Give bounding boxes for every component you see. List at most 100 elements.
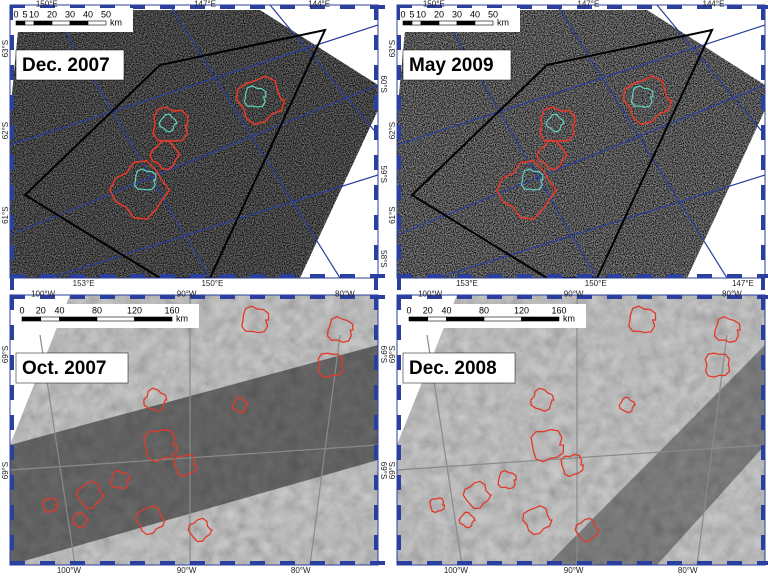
frame-seg bbox=[667, 561, 682, 565]
frame-seg bbox=[374, 35, 378, 50]
date-box bbox=[402, 49, 512, 81]
frame-seg bbox=[10, 415, 14, 430]
frame-seg bbox=[761, 125, 765, 140]
graticule bbox=[656, 5, 765, 136]
frame-seg bbox=[761, 155, 765, 170]
frame-seg bbox=[190, 5, 205, 9]
map-panel: 100°W 90°W 80°W 100°W 90°W 80°W 69°S 69°S 69°S 69… bbox=[1, 290, 388, 576]
date-label: Dec. 2008 bbox=[409, 358, 497, 379]
frame-seg bbox=[577, 274, 592, 278]
frame-seg bbox=[607, 295, 622, 299]
scale-label: 40 bbox=[470, 9, 480, 19]
frame-seg bbox=[100, 561, 115, 565]
imagery bbox=[10, 295, 378, 565]
frame-seg bbox=[40, 561, 55, 565]
frame-seg bbox=[374, 415, 378, 430]
scale-label: 20 bbox=[423, 305, 433, 315]
frame-seg bbox=[547, 295, 562, 299]
left-coordinate-label: 69°S bbox=[388, 346, 397, 363]
scale-label: 10 bbox=[29, 9, 39, 19]
frame-seg bbox=[10, 475, 14, 490]
frame-seg bbox=[374, 185, 378, 200]
frame-seg bbox=[517, 295, 532, 299]
scale-label: 30 bbox=[65, 9, 75, 19]
frame-seg bbox=[10, 355, 14, 370]
frame-seg bbox=[577, 295, 592, 299]
frame-seg bbox=[374, 355, 378, 370]
frame-seg bbox=[397, 95, 401, 110]
scale-seg bbox=[51, 20, 71, 26]
outline bbox=[243, 85, 267, 108]
frame-seg bbox=[374, 95, 378, 110]
frame-seg bbox=[457, 5, 472, 9]
scale-seg bbox=[87, 20, 107, 26]
frame-seg bbox=[160, 274, 175, 278]
frame-seg bbox=[374, 445, 378, 460]
frame-seg bbox=[607, 5, 622, 9]
scale-label: 50 bbox=[101, 9, 111, 19]
frame-seg bbox=[397, 125, 401, 140]
frame-seg bbox=[190, 561, 205, 565]
map-panel: 150°E 147°E 144°E 153°E 150°E 147°E 63°S 62°S 61… bbox=[388, 0, 768, 290]
frame-seg bbox=[280, 295, 295, 299]
frame-seg bbox=[374, 535, 378, 550]
scale-seg bbox=[483, 316, 522, 322]
graticule bbox=[10, 84, 378, 236]
frame-seg bbox=[10, 325, 14, 340]
frame-seg bbox=[727, 561, 742, 565]
frame-seg bbox=[397, 155, 401, 170]
frame-seg bbox=[397, 275, 401, 290]
scale-unit: km bbox=[497, 17, 509, 27]
frame-seg bbox=[10, 295, 25, 299]
scale-seg bbox=[408, 316, 429, 322]
bottom-coordinate-label: 90°W bbox=[177, 566, 197, 575]
frame-seg bbox=[10, 185, 14, 200]
top-coordinate-label: 100°W bbox=[31, 290, 56, 299]
frame-seg bbox=[397, 355, 401, 370]
scale-label: 40 bbox=[54, 305, 64, 315]
frame-seg bbox=[10, 274, 25, 278]
imagery bbox=[397, 5, 765, 278]
frame-seg bbox=[10, 35, 14, 50]
outline bbox=[231, 396, 249, 414]
scale-label: 20 bbox=[36, 305, 46, 315]
frame-seg bbox=[250, 274, 265, 278]
scale-label: 20 bbox=[434, 9, 444, 19]
frame-seg bbox=[761, 185, 765, 200]
right-coordinate-label: 60°S bbox=[379, 75, 388, 92]
frame-seg bbox=[727, 295, 742, 299]
frame-seg bbox=[10, 295, 14, 310]
frame-seg bbox=[374, 125, 378, 140]
frame-seg bbox=[637, 274, 652, 278]
frame-seg bbox=[697, 561, 712, 565]
frame-seg bbox=[10, 5, 25, 9]
frame-seg bbox=[130, 5, 145, 9]
scale-label: 30 bbox=[452, 9, 462, 19]
scale-seg bbox=[521, 316, 560, 322]
frame-seg bbox=[637, 561, 652, 565]
bottom-coordinate-label: 147°E bbox=[732, 279, 754, 288]
frame-seg bbox=[130, 295, 145, 299]
frame-seg bbox=[457, 295, 472, 299]
frame-seg bbox=[427, 561, 442, 565]
bottom-coordinate-label: 90°W bbox=[564, 566, 584, 575]
frame-seg bbox=[427, 5, 442, 9]
frame-seg bbox=[727, 274, 742, 278]
graticule bbox=[169, 5, 341, 278]
outline bbox=[149, 139, 182, 171]
frame-seg bbox=[40, 5, 55, 9]
frame-seg bbox=[517, 274, 532, 278]
right-coordinate-label: 69°S bbox=[379, 346, 388, 363]
frame-seg bbox=[761, 295, 765, 310]
graticule bbox=[309, 334, 341, 565]
outline bbox=[497, 469, 517, 490]
scale-seg bbox=[69, 20, 89, 26]
scale-label: 40 bbox=[83, 9, 93, 19]
date-label: Oct. 2007 bbox=[22, 358, 107, 379]
frame-seg bbox=[340, 274, 355, 278]
outline bbox=[462, 480, 493, 510]
outline bbox=[42, 497, 59, 514]
outline bbox=[618, 396, 636, 414]
